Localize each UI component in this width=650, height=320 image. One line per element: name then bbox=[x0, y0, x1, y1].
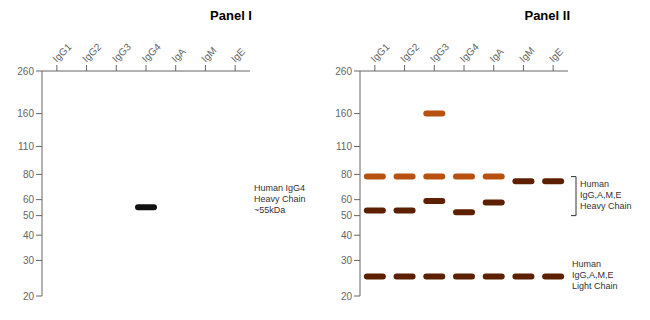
svg-text:IgG2: IgG2 bbox=[398, 41, 421, 64]
svg-text:IgE: IgE bbox=[229, 46, 248, 65]
svg-text:260: 260 bbox=[335, 66, 352, 77]
svg-text:IgG3: IgG3 bbox=[428, 41, 451, 64]
svg-text:IgG2: IgG2 bbox=[80, 41, 103, 64]
svg-text:30: 30 bbox=[23, 255, 35, 266]
svg-text:IgA: IgA bbox=[169, 46, 188, 65]
svg-text:HumanIgG,A,M,EHeavy Chain: HumanIgG,A,M,EHeavy Chain bbox=[580, 179, 632, 211]
svg-text:Human IgG4Heavy Chain~55kDa: Human IgG4Heavy Chain~55kDa bbox=[254, 183, 306, 215]
svg-text:50: 50 bbox=[341, 210, 353, 221]
svg-text:40: 40 bbox=[23, 230, 35, 241]
svg-text:IgM: IgM bbox=[199, 45, 219, 65]
html-text:Panel I: Panel I bbox=[210, 8, 252, 23]
svg-text:50: 50 bbox=[23, 210, 35, 221]
svg-text:80: 80 bbox=[341, 169, 353, 180]
svg-text:110: 110 bbox=[18, 141, 34, 152]
svg-text:160: 160 bbox=[335, 108, 352, 119]
svg-text:HumanIgG,A,M,ELight Chain: HumanIgG,A,M,ELight Chain bbox=[572, 260, 618, 292]
svg-text:80: 80 bbox=[23, 169, 35, 180]
svg-text:IgG4: IgG4 bbox=[458, 41, 481, 64]
svg-text:IgG3: IgG3 bbox=[110, 41, 133, 64]
svg-text:20: 20 bbox=[23, 291, 35, 302]
svg-text:30: 30 bbox=[341, 255, 353, 266]
svg-text:IgG1: IgG1 bbox=[368, 41, 391, 64]
svg-text:40: 40 bbox=[341, 230, 353, 241]
svg-text:60: 60 bbox=[23, 194, 35, 205]
svg-text:IgM: IgM bbox=[517, 45, 537, 65]
svg-text:IgG1: IgG1 bbox=[50, 41, 73, 64]
svg-text:260: 260 bbox=[17, 66, 34, 77]
svg-text:110: 110 bbox=[336, 141, 352, 152]
svg-text:IgE: IgE bbox=[547, 46, 566, 65]
svg-text:IgA: IgA bbox=[487, 46, 506, 65]
svg-text:160: 160 bbox=[17, 108, 34, 119]
html-text:Panel II: Panel II bbox=[524, 8, 570, 23]
svg-text:20: 20 bbox=[341, 291, 353, 302]
svg-text:IgG4: IgG4 bbox=[140, 41, 163, 64]
svg-text:60: 60 bbox=[341, 194, 353, 205]
